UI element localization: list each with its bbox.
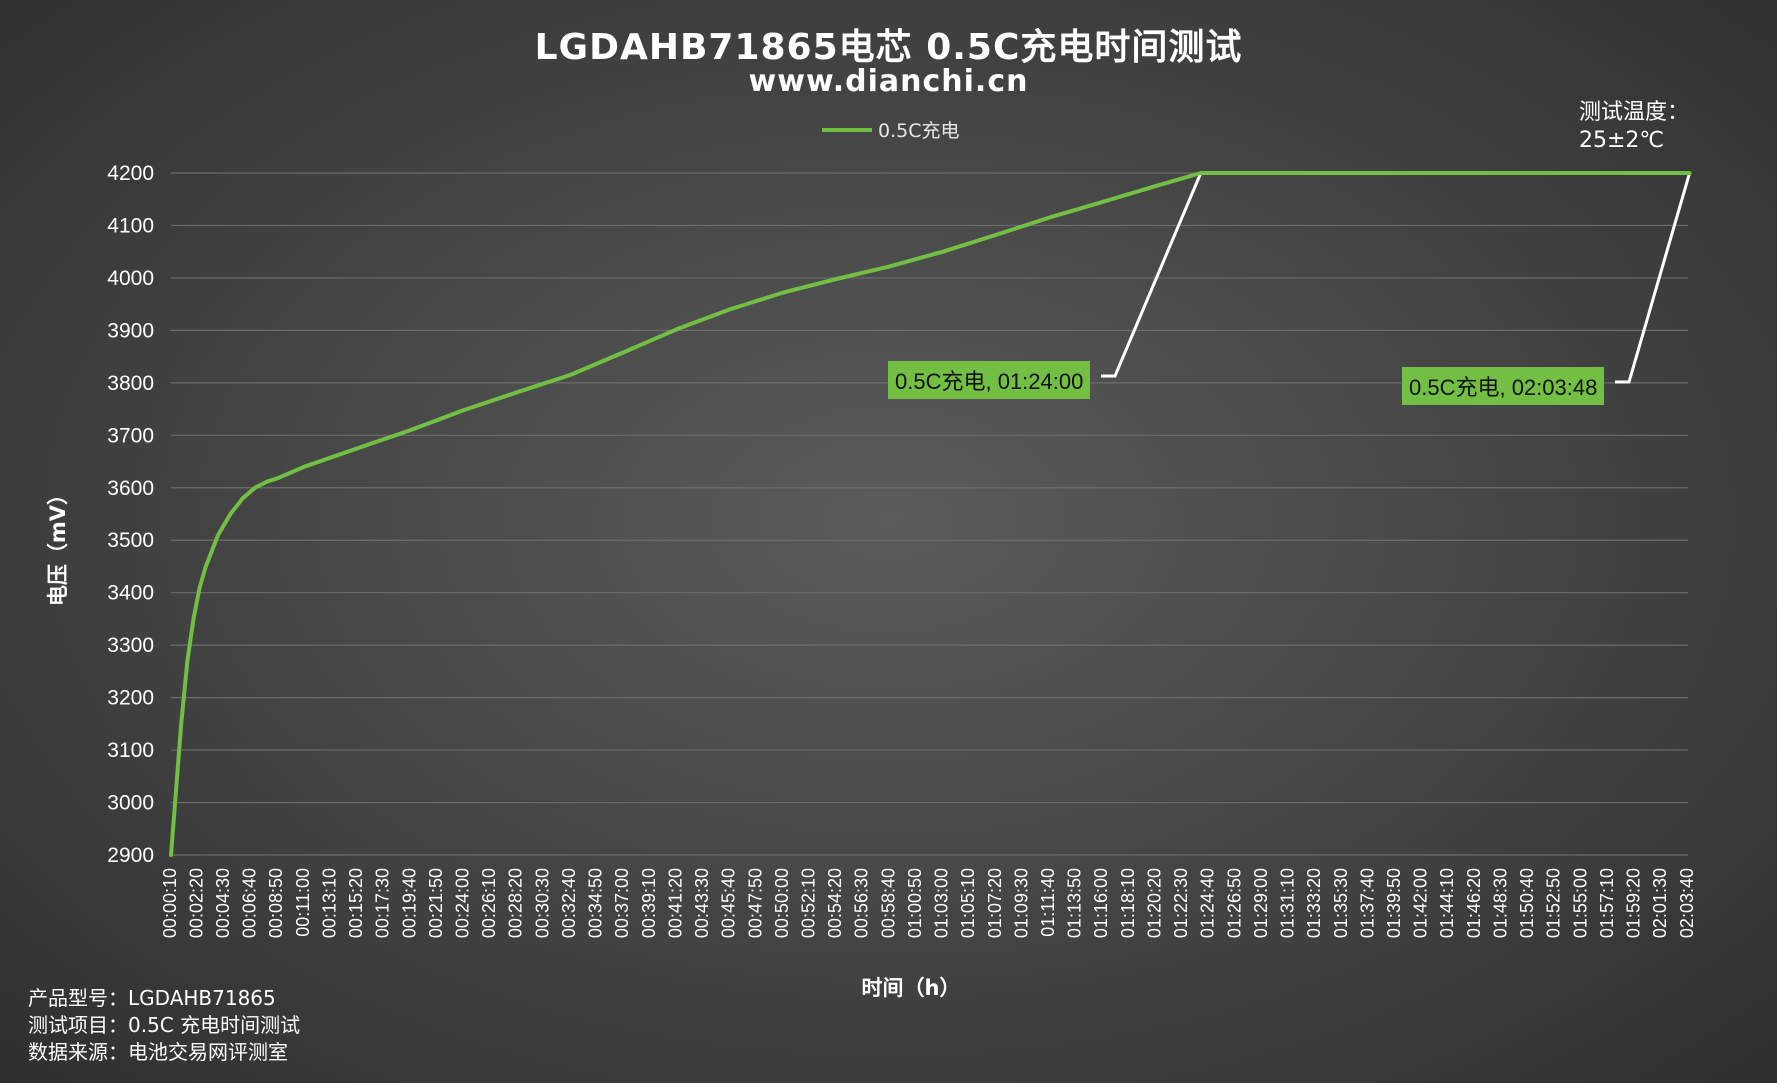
x-tick-label: 01:57:10 xyxy=(1597,868,1617,938)
y-tick-label: 3900 xyxy=(107,319,154,342)
info-source: 数据来源：电池交易网评测室 xyxy=(28,1040,288,1064)
x-tick-label: 01:20:20 xyxy=(1144,868,1164,938)
x-tick-label: 00:17:30 xyxy=(373,868,393,938)
y-tick-label: 3000 xyxy=(107,792,154,815)
x-tick-label: 01:13:50 xyxy=(1065,868,1085,938)
y-tick-label: 3700 xyxy=(107,424,154,447)
annotation-label-1: 0.5C充电, 01:24:00 xyxy=(888,361,1091,399)
x-tick-label: 00:02:20 xyxy=(186,868,206,938)
x-tick-label: 01:50:40 xyxy=(1517,868,1537,938)
x-axis-title: 时间（h） xyxy=(861,976,961,1000)
annotation-leaders xyxy=(1101,172,1692,384)
y-tick-label: 3300 xyxy=(107,634,154,657)
x-tick-label: 01:44:10 xyxy=(1437,868,1457,938)
y-tick-label: 4000 xyxy=(107,267,154,290)
x-tick-label: 00:39:10 xyxy=(639,868,659,938)
x-tick-label: 02:03:40 xyxy=(1677,868,1697,938)
annotation-leader-line xyxy=(1101,172,1203,378)
x-tick-label: 00:50:00 xyxy=(772,868,792,938)
y-tick-label: 3100 xyxy=(107,739,154,762)
x-tick-label: 01:29:00 xyxy=(1251,868,1271,938)
x-tick-label: 01:59:20 xyxy=(1624,868,1644,938)
x-tick-label: 00:21:50 xyxy=(426,868,446,938)
x-tick-label: 01:16:00 xyxy=(1091,868,1111,938)
x-tick-label: 01:11:40 xyxy=(1038,868,1058,937)
x-tick-label: 01:09:30 xyxy=(1011,868,1031,938)
x-tick-label: 01:33:20 xyxy=(1304,868,1324,938)
x-tick-label: 00:15:20 xyxy=(346,868,366,938)
chart-title: LGDAHB71865电芯 0.5C充电时间测试 xyxy=(534,27,1243,68)
x-tick-label: 01:52:50 xyxy=(1544,868,1564,938)
x-tick-label: 01:18:10 xyxy=(1118,868,1138,938)
annotation-label-2: 0.5C充电, 02:03:48 xyxy=(1402,367,1605,405)
x-tick-label: 00:45:40 xyxy=(719,868,739,938)
x-tick-label: 01:03:00 xyxy=(932,868,952,938)
legend: 0.5C充电 xyxy=(822,116,959,143)
y-tick-labels: 2900 3000 3100 3200 3300 3400 3500 3600 3700 3800… xyxy=(107,162,154,867)
x-tick-label: 00:30:30 xyxy=(532,868,552,938)
info-model: 产品型号：LGDAHB71865 xyxy=(28,986,276,1010)
x-tick-label: 01:22:30 xyxy=(1171,868,1191,938)
x-tick-label: 00:04:30 xyxy=(213,868,233,938)
x-tick-label: 00:08:50 xyxy=(266,868,286,938)
x-tick-label: 01:35:30 xyxy=(1331,868,1351,938)
x-tick-label: 01:05:10 xyxy=(958,868,978,938)
series-layer xyxy=(169,171,1692,857)
x-tick-label: 01:37:40 xyxy=(1357,868,1377,938)
annotation-leader-line xyxy=(1615,172,1692,384)
y-tick-label: 3600 xyxy=(107,477,154,500)
y-axis-title: 电压（mV） xyxy=(46,483,70,607)
x-tick-label: 01:46:20 xyxy=(1464,868,1484,938)
x-tick-label: 00:41:20 xyxy=(665,868,685,938)
x-tick-label: 01:48:30 xyxy=(1490,868,1510,938)
y-tick-label: 3500 xyxy=(107,529,154,552)
x-tick-label: 01:42:00 xyxy=(1411,868,1431,938)
x-tick-label: 00:58:40 xyxy=(878,868,898,938)
x-tick-label: 01:00:50 xyxy=(905,868,925,938)
x-tick-label: 01:55:00 xyxy=(1570,868,1590,938)
x-tick-label: 00:47:50 xyxy=(745,868,765,938)
x-tick-label: 00:37:00 xyxy=(612,868,632,938)
series-line-0-5c-charge xyxy=(169,171,1692,857)
y-tick-label: 2900 xyxy=(107,844,154,867)
y-tick-label: 3400 xyxy=(107,582,154,605)
x-tick-label: 00:06:40 xyxy=(240,868,260,938)
x-tick-label: 00:13:10 xyxy=(319,868,339,938)
x-tick-label: 00:32:40 xyxy=(559,868,579,938)
test-temperature-value: 25±2℃ xyxy=(1579,128,1665,153)
info-test-item: 测试项目：0.5C 充电时间测试 xyxy=(28,1013,301,1037)
x-tick-label: 00:24:00 xyxy=(453,868,473,938)
x-tick-label: 00:11:00 xyxy=(293,868,313,937)
x-tick-label: 00:43:30 xyxy=(692,868,712,938)
x-tick-label: 00:19:40 xyxy=(399,868,419,938)
chart-subtitle: www.dianchi.cn xyxy=(748,64,1029,99)
x-tick-label: 01:26:50 xyxy=(1224,868,1244,938)
x-tick-label: 00:34:50 xyxy=(586,868,606,938)
legend-label: 0.5C充电 xyxy=(878,120,960,142)
x-tick-label: 00:00:10 xyxy=(160,868,180,938)
x-tick-label: 00:52:10 xyxy=(798,868,818,938)
y-tick-label: 4100 xyxy=(107,214,154,237)
gridlines xyxy=(171,172,1688,856)
x-tick-label: 01:24:40 xyxy=(1198,868,1218,938)
x-tick-label: 01:07:20 xyxy=(985,868,1005,938)
x-tick-labels: 00:00:10 00:02:20 00:04:30 00:06:40 00:08:50… xyxy=(160,868,1697,938)
test-temperature-label: 测试温度： xyxy=(1579,100,1690,125)
x-tick-label: 00:28:20 xyxy=(506,868,526,938)
x-tick-label: 01:31:10 xyxy=(1278,868,1298,938)
y-tick-label: 3800 xyxy=(107,372,154,395)
x-tick-label: 02:01:30 xyxy=(1650,868,1670,938)
legend-swatch xyxy=(822,127,872,132)
x-tick-label: 00:54:20 xyxy=(825,868,845,938)
y-tick-label: 3200 xyxy=(107,687,154,710)
x-tick-label: 01:39:50 xyxy=(1384,868,1404,938)
x-tick-label: 00:56:30 xyxy=(852,868,872,938)
x-tick-label: 00:26:10 xyxy=(479,868,499,938)
y-tick-label: 4200 xyxy=(107,162,154,185)
